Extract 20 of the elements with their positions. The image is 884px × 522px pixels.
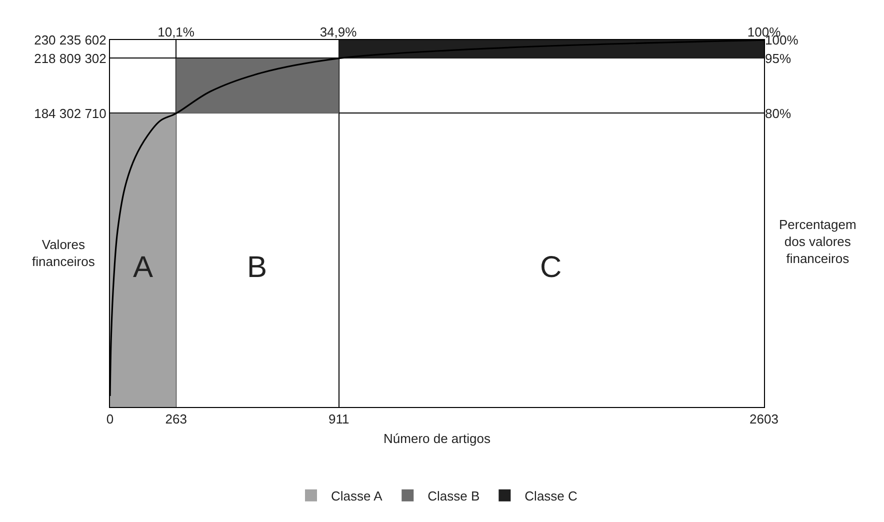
y2-tick-label: 95% bbox=[765, 50, 792, 66]
legend-label: Classe B bbox=[428, 488, 480, 504]
y-axis-title: Valores financeiros bbox=[32, 237, 96, 269]
legend-label: Classe A bbox=[331, 488, 383, 504]
y-tick-label: 218 809 302 bbox=[34, 50, 106, 66]
x2-tick-label: 34,9% bbox=[320, 24, 358, 40]
x-tick-label: 2603 bbox=[750, 412, 778, 427]
y2-axis-title: Percentagem dos valores financeiros bbox=[779, 217, 856, 266]
y-tick-label: 184 302 710 bbox=[34, 106, 106, 121]
x-tick-label: 0 bbox=[106, 412, 114, 427]
annotation: C bbox=[540, 251, 562, 284]
x-axis-title: Número de artigos bbox=[384, 431, 491, 446]
annotation: A bbox=[133, 251, 154, 284]
x2-tick-label: 10,1% bbox=[158, 24, 195, 40]
y-tick-label: 230 235 602 bbox=[34, 32, 106, 48]
legend-label: Classe C bbox=[524, 488, 578, 504]
y2-tick-label: 80% bbox=[765, 106, 792, 121]
x-tick-label: 911 bbox=[328, 412, 350, 427]
annotation: B bbox=[247, 251, 268, 284]
x-tick-label: 263 bbox=[165, 412, 187, 427]
